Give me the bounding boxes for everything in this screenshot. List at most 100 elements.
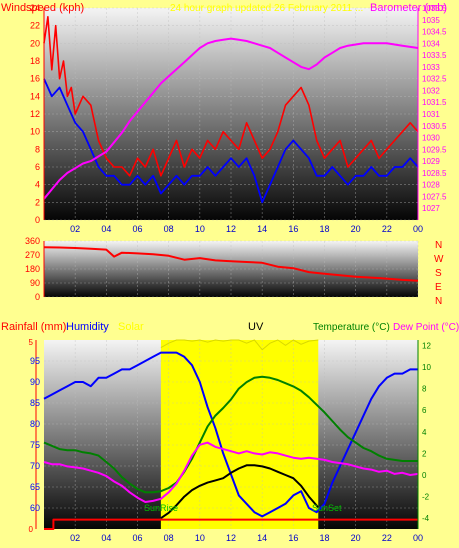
rainfall-line <box>44 518 418 530</box>
y-tick-label: 16 <box>30 74 40 84</box>
compass-label: N <box>435 240 442 251</box>
x-tick-label: 04 <box>101 224 111 234</box>
x-tick-label: 14 <box>257 533 267 543</box>
y2-tick-label: 1027 <box>422 204 440 213</box>
y-tick-label: 20 <box>30 38 40 48</box>
y-tick-label: 360 <box>25 236 40 246</box>
y2-tick-label: 2 <box>422 449 427 458</box>
x-tick-label: 18 <box>319 533 329 543</box>
average-wind-line <box>43 78 419 204</box>
chart-title: 24 hour graph updated 26 February 2011 .… <box>170 3 363 14</box>
y2-tick-label: 8 <box>422 385 427 394</box>
y-tick-label: 12 <box>30 109 40 119</box>
solar-line <box>160 339 319 351</box>
y-tick-label: 95 <box>30 356 40 366</box>
y-tick-label: 2 <box>35 197 40 207</box>
compass-label: W <box>434 254 444 265</box>
y2-tick-label: 1034.5 <box>422 28 447 37</box>
daylight-span <box>160 340 319 529</box>
y-tick-label: 90 <box>30 377 40 387</box>
compass-label: N <box>435 296 442 307</box>
y2-tick-label: 1029 <box>422 157 440 166</box>
rainfall-tick-label: 0 <box>29 525 34 534</box>
y-tick-label: 65 <box>30 482 40 492</box>
y-tick-label: 8 <box>35 144 40 154</box>
compass-label: S <box>435 268 442 279</box>
x-tick-label: 20 <box>351 224 361 234</box>
y-tick-label: 90 <box>30 278 40 288</box>
x-tick-label: 10 <box>195 224 205 234</box>
x-tick-label: 02 <box>70 224 80 234</box>
y-tick-label: 80 <box>30 419 40 429</box>
y2-tick-label: 1032.5 <box>422 75 447 84</box>
solar-fill <box>160 340 319 529</box>
rainfall-axis: 05 <box>29 338 37 534</box>
y2-tick-label: 1027.5 <box>422 192 447 201</box>
dew-point-label: Dew Point (°C) <box>393 322 459 333</box>
temperature-label: Temperature (°C) <box>313 322 390 333</box>
x-tick-label: 16 <box>288 533 298 543</box>
bottom-x-axis: 02 04 06 08 10 12 14 16 18 20 22 00 <box>70 533 423 543</box>
y2-tick-label: 1028 <box>422 181 440 190</box>
y-tick-label: 22 <box>30 21 40 31</box>
direction-left-axis: 0 90 180 270 360 <box>25 236 45 302</box>
sunrise-label: SunRise <box>144 503 178 513</box>
barometer-axis-title: Barometer (mb) <box>370 2 447 14</box>
y-tick-label: 0 <box>35 215 40 225</box>
y2-tick-label: 1035.5 <box>422 4 447 13</box>
x-tick-label: 06 <box>132 533 142 543</box>
wind-direction-line <box>43 246 419 282</box>
y-tick-label: 6 <box>35 162 40 172</box>
humidity-line <box>43 351 418 518</box>
temperature-line <box>43 375 418 494</box>
y2-tick-label: 0 <box>422 471 427 480</box>
y-tick-label: 270 <box>25 250 40 260</box>
y2-tick-label: 1032 <box>422 86 440 95</box>
x-tick-label: 12 <box>226 224 236 234</box>
y2-tick-label: 1033 <box>422 63 440 72</box>
y2-tick-label: 1028.5 <box>422 169 447 178</box>
y2-tick-label: -2 <box>422 493 430 502</box>
x-tick-label: 18 <box>319 224 329 234</box>
y2-tick-label: 1033.5 <box>422 51 447 60</box>
y-tick-label: 10 <box>30 127 40 137</box>
uv-label: UV <box>248 321 264 333</box>
x-tick-label: 22 <box>382 224 392 234</box>
x-tick-label: 08 <box>164 224 174 234</box>
x-tick-label: 02 <box>70 533 80 543</box>
x-tick-label: 04 <box>101 533 111 543</box>
rainfall-tick-label: 5 <box>29 338 34 347</box>
y-tick-label: 0 <box>35 292 40 302</box>
compass-labels: N W S E N <box>434 240 444 307</box>
compass-label: E <box>435 282 442 293</box>
dew-point-line <box>43 441 419 503</box>
x-tick-label: 22 <box>382 533 392 543</box>
y2-tick-label: 1031 <box>422 110 440 119</box>
y2-tick-label: 4 <box>422 428 427 437</box>
y2-tick-label: 12 <box>422 341 431 350</box>
y-tick-label: 60 <box>30 503 40 513</box>
x-tick-label: 08 <box>164 533 174 543</box>
y2-tick-label: 1030 <box>422 134 440 143</box>
x-tick-label: 20 <box>351 533 361 543</box>
y-tick-label: 4 <box>35 180 40 190</box>
y-tick-label: 24 <box>30 3 40 13</box>
bottom-series <box>43 339 419 530</box>
y-tick-label: 85 <box>30 398 40 408</box>
rainfall-label: Rainfall (mm) <box>1 321 66 333</box>
x-tick-label: 10 <box>195 533 205 543</box>
barometer-line <box>43 37 419 200</box>
y2-tick-label: 1030.5 <box>422 122 447 131</box>
y-tick-label: 14 <box>30 91 40 101</box>
uv-line <box>160 464 320 520</box>
y2-tick-label: 1034 <box>422 39 440 48</box>
y2-tick-label: 6 <box>422 406 427 415</box>
x-tick-label: 16 <box>288 224 298 234</box>
top-right-axis: 1027 1027.5 1028 1028.5 1029 1029.5 1030 1030.5… <box>417 4 447 220</box>
x-tick-label: 00 <box>413 224 423 234</box>
temperature-axis: -4 -2 0 2 4 6 8 10 12 <box>417 340 431 529</box>
y-tick-label: 75 <box>30 440 40 450</box>
top-x-axis: 02 04 06 08 10 12 14 16 18 20 22 00 <box>70 224 423 234</box>
